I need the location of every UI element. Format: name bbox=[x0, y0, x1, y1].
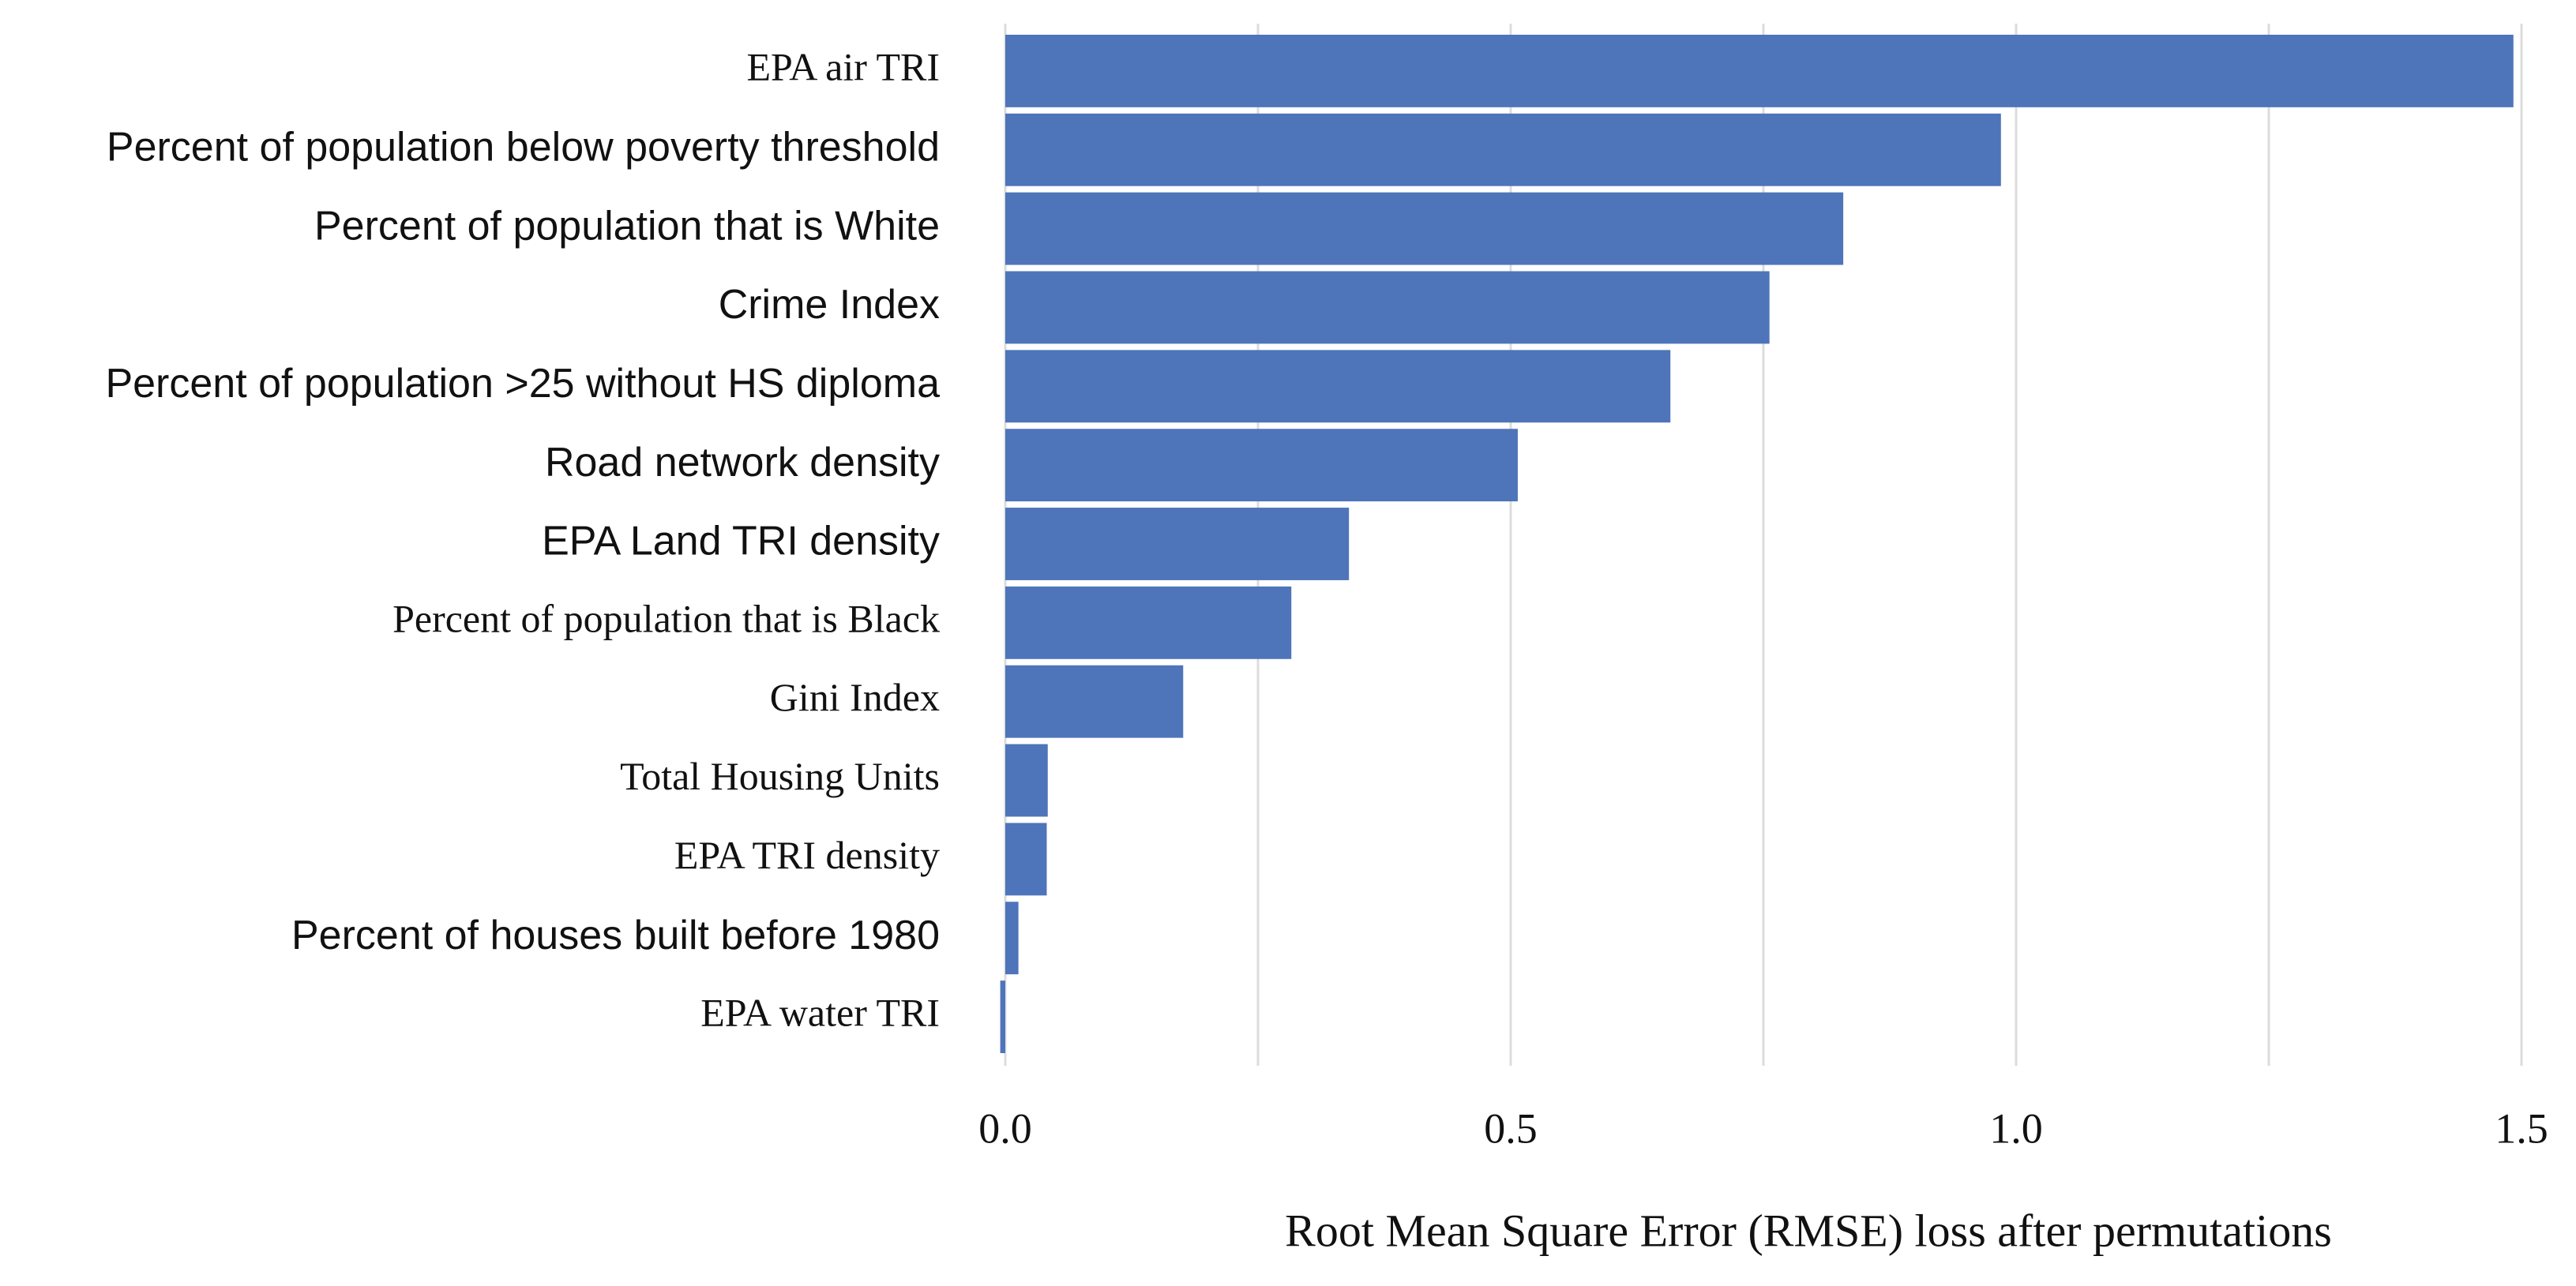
bar bbox=[1005, 823, 1047, 896]
bar bbox=[1005, 271, 1770, 344]
bar bbox=[1005, 350, 1671, 423]
bar bbox=[1005, 586, 1292, 659]
y-tick-label: Percent of population that is White bbox=[314, 203, 940, 249]
y-tick-label: Percent of population that is Black bbox=[392, 596, 940, 640]
y-tick-label: Road network density bbox=[545, 440, 940, 486]
y-tick-label: Crime Index bbox=[719, 282, 940, 328]
x-tick-label: 0.0 bbox=[978, 1104, 1032, 1152]
y-tick-label: Total Housing Units bbox=[620, 754, 940, 798]
x-tick-label: 1.0 bbox=[1989, 1104, 2043, 1152]
bar bbox=[1005, 34, 2514, 107]
bar bbox=[1005, 192, 1844, 265]
y-tick-label: EPA air TRI bbox=[747, 44, 940, 88]
x-tick-label: 0.5 bbox=[1484, 1104, 1538, 1152]
bar bbox=[1005, 744, 1048, 817]
y-tick-label: Gini Index bbox=[770, 675, 940, 719]
y-tick-label: EPA TRI density bbox=[674, 833, 940, 877]
y-tick-label: Percent of population >25 without HS dip… bbox=[105, 361, 940, 407]
bar bbox=[1005, 113, 2001, 186]
bar bbox=[1000, 980, 1005, 1054]
y-tick-label: EPA Land TRI density bbox=[542, 519, 940, 564]
bar bbox=[1005, 665, 1184, 738]
bar bbox=[1005, 902, 1019, 975]
y-tick-label: Percent of houses built before 1980 bbox=[291, 913, 940, 958]
bar bbox=[1005, 429, 1518, 502]
bar bbox=[1005, 508, 1350, 580]
x-axis-title: Root Mean Square Error (RMSE) loss after… bbox=[1285, 1205, 2332, 1256]
y-tick-label: Percent of population below poverty thre… bbox=[107, 125, 940, 171]
x-tick-label: 1.5 bbox=[2495, 1104, 2548, 1152]
y-tick-label: EPA water TRI bbox=[700, 991, 940, 1035]
